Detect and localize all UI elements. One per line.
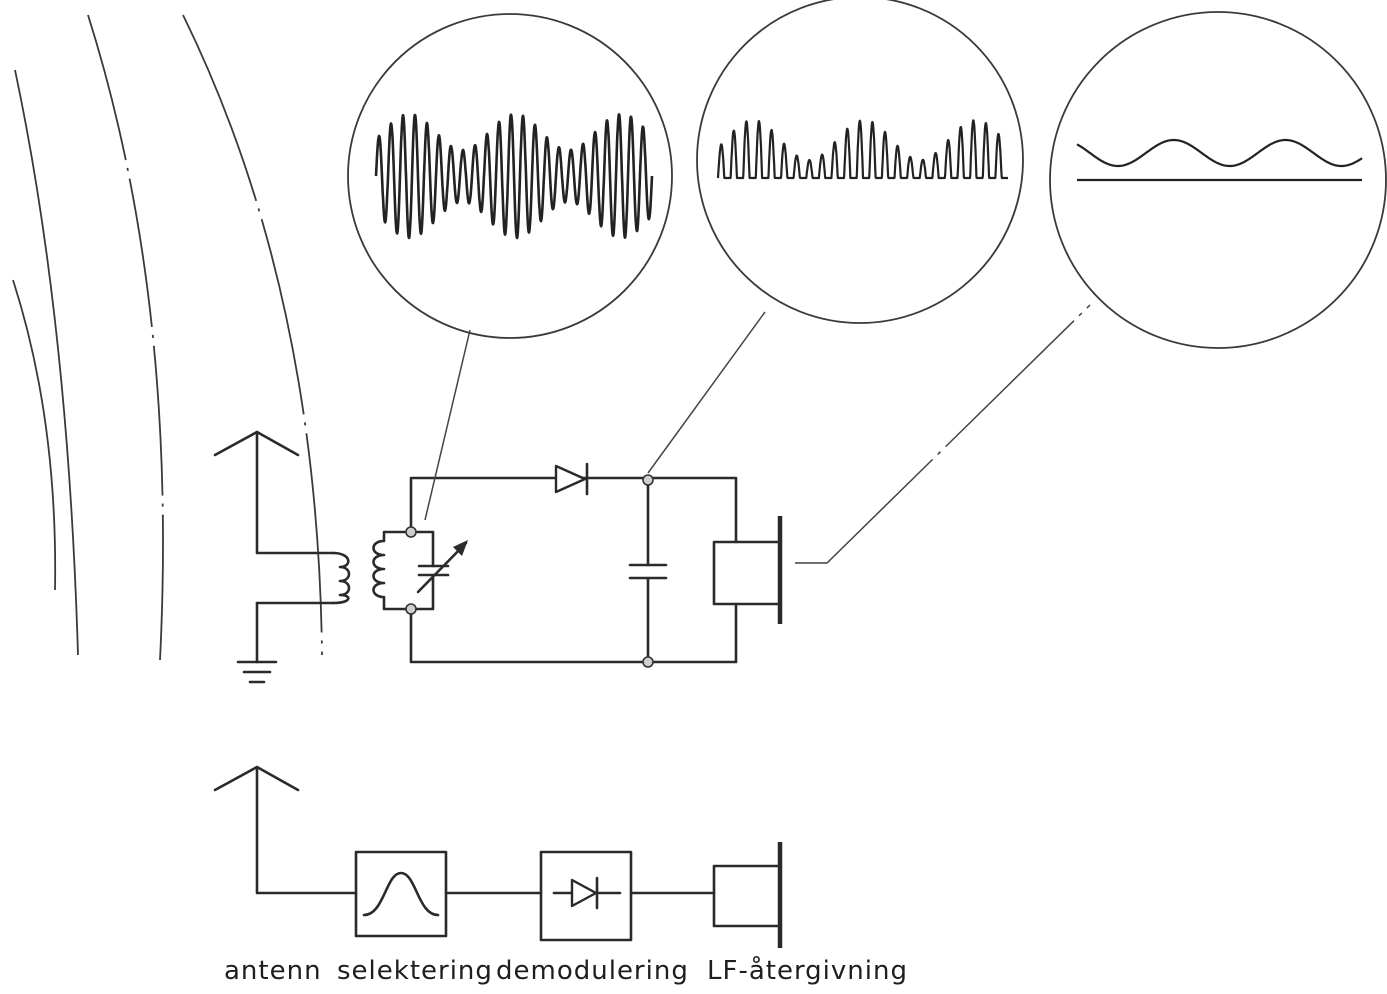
- circuit-antenna: [213, 430, 335, 664]
- waveform-audio: [1076, 138, 1363, 182]
- waveform-rectified: [716, 119, 1009, 180]
- filter-capacitor: [628, 563, 668, 580]
- leader-lines: [424, 304, 1091, 564]
- block-antenna: [213, 765, 358, 895]
- variable-capacitor: [409, 530, 468, 611]
- tuned-coil: [372, 530, 413, 611]
- block-audio-output[interactable]: [712, 842, 783, 948]
- radio-wavefronts: [12, 14, 323, 661]
- earphone-icon: [712, 516, 783, 624]
- block-selection-filter[interactable]: [354, 850, 448, 938]
- magnifier-audio-signal: [1049, 11, 1387, 349]
- diode-icon: [554, 462, 589, 496]
- waveform-modulated-rf: [374, 113, 654, 240]
- junction-dots: [405, 474, 654, 668]
- circuit-wiring: [409, 476, 738, 664]
- block-demodulation[interactable]: [539, 850, 633, 942]
- label-selection: selektering: [337, 956, 493, 986]
- label-antenna: antenn: [224, 956, 322, 986]
- coupling-coil: [331, 551, 351, 605]
- magnifier-rf-signal: [347, 13, 673, 339]
- ground-symbol: [236, 660, 278, 684]
- label-demodulation: demodulering: [496, 956, 689, 986]
- magnifier-rectified-signal: [696, 0, 1024, 324]
- label-audio-output: LF-återgivning: [707, 956, 908, 986]
